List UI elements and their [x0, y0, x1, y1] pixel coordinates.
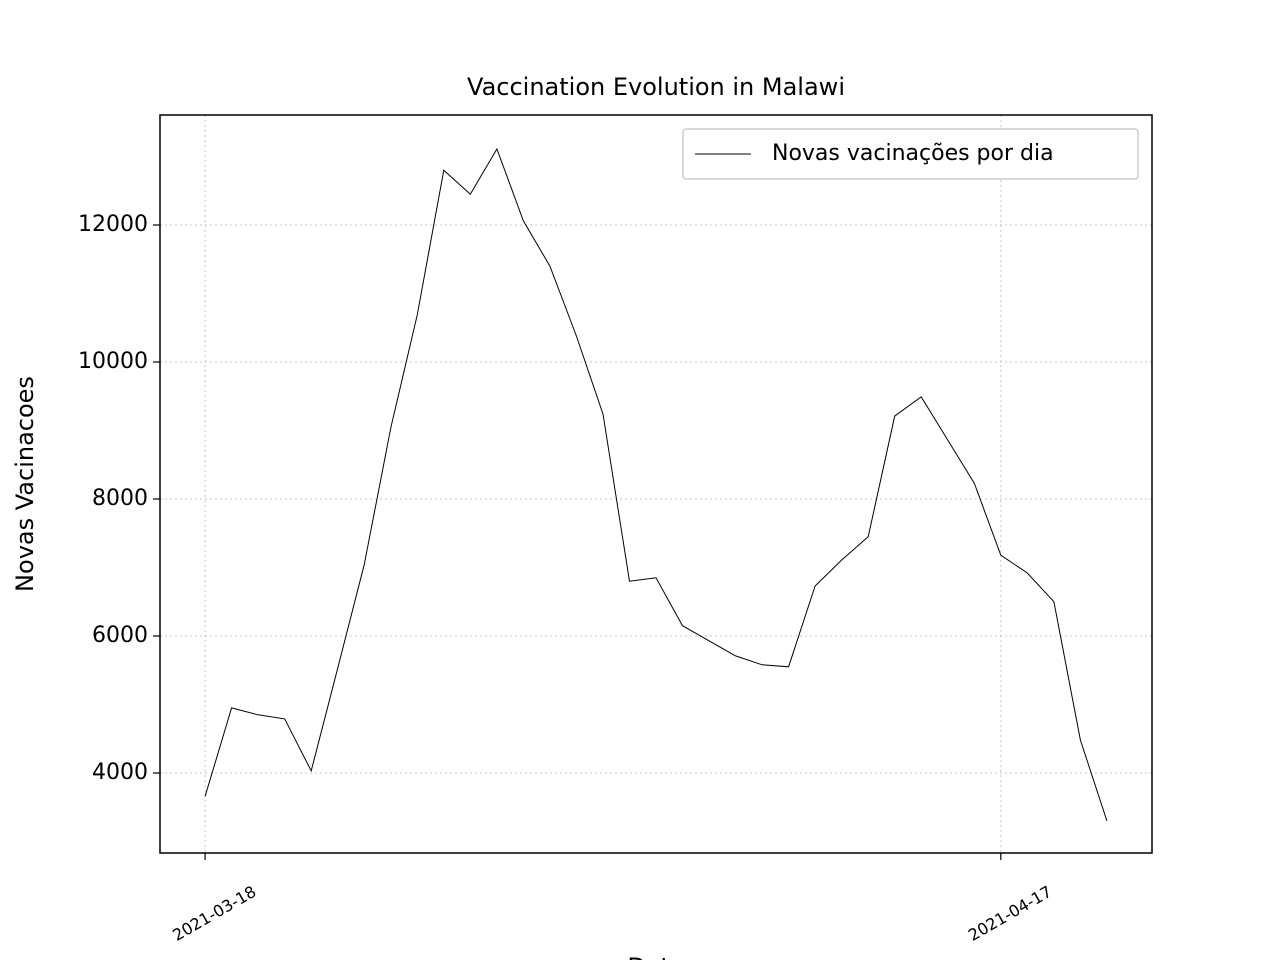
data-line	[204, 147, 1108, 822]
x-axis-label: Date	[627, 953, 684, 960]
y-tick-label: 4000	[92, 760, 148, 785]
legend: Novas vacinações por dia	[682, 128, 1139, 180]
x-tick-label: 2021-03-18	[169, 882, 259, 945]
y-tick-label: 6000	[92, 623, 148, 648]
y-tick-label: 8000	[92, 486, 148, 511]
plot-frame	[159, 114, 1153, 854]
y-tick-label: 10000	[78, 349, 148, 374]
legend-label: Novas vacinações por dia	[772, 141, 1054, 166]
y-tick-label: 12000	[78, 212, 148, 237]
legend-box	[682, 128, 1139, 180]
x-tick-label: 2021-04-17	[965, 882, 1055, 945]
chart-title: Vaccination Evolution in Malawi	[467, 73, 845, 101]
y-axis-label: Novas Vacinacoes	[11, 376, 39, 592]
